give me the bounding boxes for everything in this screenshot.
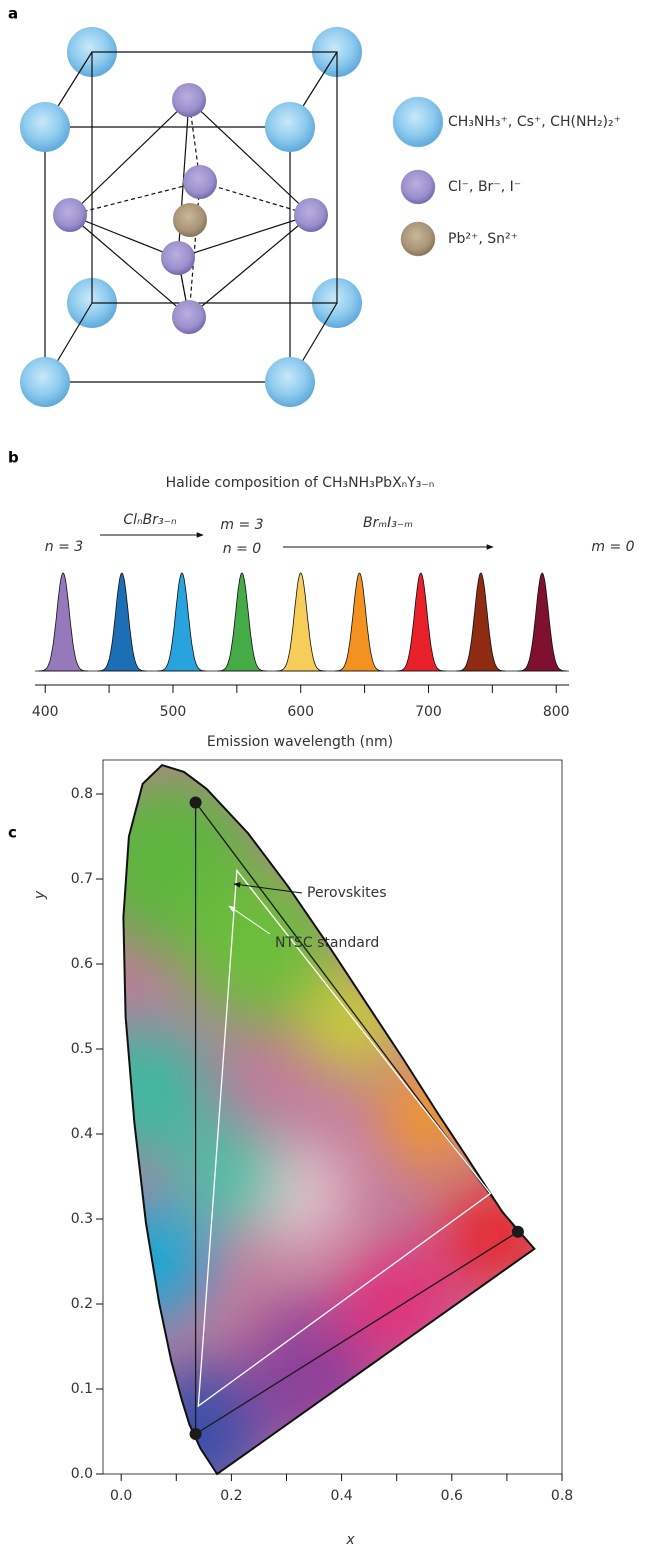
emission-peak <box>157 572 207 672</box>
annotation: n = 0 <box>223 541 262 557</box>
emission-peak <box>334 572 385 672</box>
x-tick-label: 0.4 <box>330 1488 352 1504</box>
legend-label: Cl⁻, Br⁻, I⁻ <box>448 179 521 195</box>
gamut-fill <box>123 765 535 1474</box>
emission-peak <box>97 572 147 672</box>
x-tick-label: 0.8 <box>551 1488 573 1504</box>
y-tick-label: 0.6 <box>71 956 93 972</box>
spectral-locus <box>122 763 536 1476</box>
annotation: Perovskites <box>307 885 387 901</box>
gamut-blob <box>176 1121 287 1232</box>
y-tick-label: 0.4 <box>71 1126 93 1142</box>
annotation: m = 3 <box>220 517 263 533</box>
annotation: n = 3 <box>45 539 83 555</box>
arrow <box>228 905 271 935</box>
arrow <box>233 882 303 894</box>
crystal-structure <box>20 27 362 407</box>
gamut-blob <box>178 867 339 1027</box>
b-site <box>173 203 207 237</box>
gamut-triangle <box>194 800 519 1436</box>
emission-peak <box>396 572 446 672</box>
x-axis-label: Emission wavelength (nm) <box>207 734 393 750</box>
y-tick-label: 0.2 <box>71 1296 93 1312</box>
legend-label: Pb²⁺, Sn²⁺ <box>448 231 518 247</box>
panel-label: b <box>8 449 19 467</box>
gamut-blob <box>123 1201 209 1322</box>
primary-point <box>511 1225 524 1238</box>
y-tick-label: 0.3 <box>71 1211 93 1227</box>
legend: CH₃NH₃⁺, Cs⁺, CH(NH₂)₂⁺ Cl⁻, Br⁻, I⁻ Pb²⁺,… <box>392 96 621 257</box>
panel-label: c <box>8 824 17 842</box>
x-tick-label: 800 <box>543 704 570 720</box>
x-tick-label: 0.2 <box>220 1488 242 1504</box>
y-tick-label: 0.0 <box>71 1466 93 1482</box>
x-site <box>161 241 195 275</box>
x-site <box>53 198 87 232</box>
gamut-triangle <box>197 868 492 1408</box>
x-tick-label: 400 <box>32 704 59 720</box>
emission-peak <box>456 572 506 672</box>
annotation: ClₙBr₃₋ₙ <box>123 512 177 528</box>
a-site <box>20 357 70 407</box>
y-tick-label: 0.5 <box>71 1041 93 1057</box>
x-axis-label: x <box>345 1532 355 1548</box>
plot-frame <box>102 759 563 1475</box>
x-site <box>294 198 328 232</box>
primary-point <box>189 1428 202 1441</box>
legend-swatch <box>392 96 444 148</box>
gamut-blob <box>123 1021 214 1162</box>
y-tick-label: 0.8 <box>71 786 93 802</box>
annotation: m = 0 <box>591 539 634 555</box>
legend-swatch <box>400 221 436 257</box>
x-tick-label: 0.0 <box>110 1488 132 1504</box>
gamut-blob <box>440 1181 535 1291</box>
legend-swatch <box>400 169 436 205</box>
y-tick-label: 0.1 <box>71 1381 93 1397</box>
chart-title: Halide composition of CH₃NH₃PbXₙY₃₋ₙ <box>166 475 435 491</box>
a-site <box>20 102 70 152</box>
emission-peak <box>217 572 267 672</box>
cie-chart: Perovskites NTSC standard 0.0 0.2 0.4 0.6 0.8 0… <box>32 759 573 1548</box>
x-tick-label: 700 <box>415 704 442 720</box>
a-site <box>265 357 315 407</box>
emission-peak <box>38 572 88 672</box>
annotation: NTSC standard <box>275 935 379 951</box>
primary-point <box>189 796 202 809</box>
panel-label: a <box>8 5 18 23</box>
x-tick-label: 600 <box>287 704 314 720</box>
x-site <box>183 165 217 199</box>
annotation: BrₘI₃₋ₘ <box>363 515 413 531</box>
y-axis-label: y <box>32 890 48 900</box>
y-tick-label: 0.7 <box>71 871 93 887</box>
x-tick-label: 0.6 <box>441 1488 463 1504</box>
emission-peak <box>517 572 567 672</box>
legend-label: CH₃NH₃⁺, Cs⁺, CH(NH₂)₂⁺ <box>448 114 621 130</box>
x-site <box>172 300 206 334</box>
emission-peak <box>275 572 326 672</box>
a-site <box>265 102 315 152</box>
spectra-chart: Halide composition of CH₃NH₃PbXₙY₃₋ₙ n = … <box>32 475 635 750</box>
x-site <box>172 83 206 117</box>
x-tick-label: 500 <box>160 704 187 720</box>
